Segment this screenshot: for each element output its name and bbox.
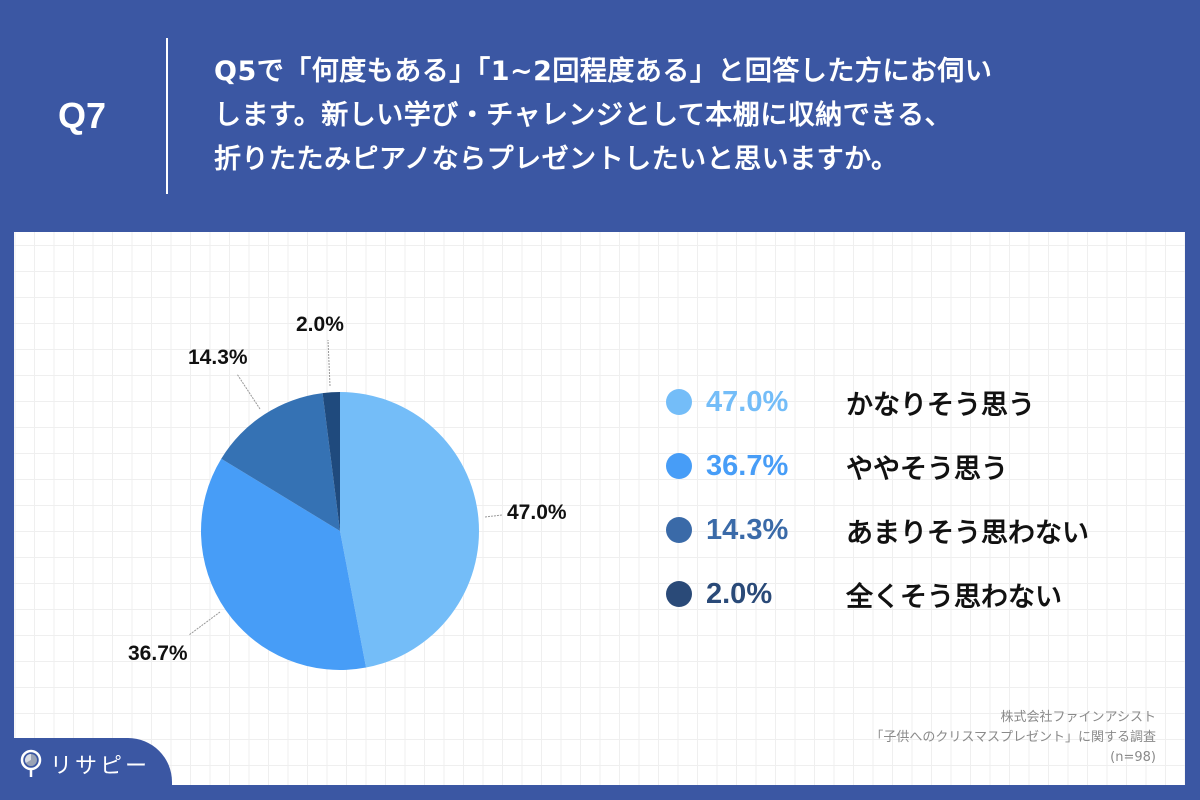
brand-logo: リサピー [20,748,150,780]
brand-name: リサピー [50,754,151,779]
pie-slice-3 [221,393,340,531]
question-number: Q7 [58,95,107,136]
legend-label: かなりそう思う [846,389,1035,421]
legend-label: ややそう思う [846,453,1008,485]
question-line: Q5で「何度もある」「1~2回程度ある」と回答した方にお伺い [214,56,993,87]
pie-label-slice-2: 36.7% [128,642,188,665]
legend-percent: 47.0% [706,385,789,418]
legend-item: 14.3% あまりそう思わない [652,498,1089,562]
legend: 47.0% かなりそう思う 36.7% ややそう思う 14.3% あまりそう思わ… [652,370,1089,626]
pie-label-slice-4: 2.0% [296,313,344,336]
source-sample-size: (n=98) [1110,750,1156,765]
source-survey: 「子供へのクリスマスプレゼント」に関する調査 [870,730,1156,745]
header: Q7 Q5で「何度もある」「1~2回程度ある」と回答した方にお伺い します。新し… [0,0,1200,232]
legend-label: あまりそう思わない [846,517,1089,549]
legend-percent: 2.0% [706,577,773,610]
source-company: 株式会社ファインアシスト [1000,710,1156,725]
pie-slice-2 [201,458,367,670]
legend-dot-icon [666,453,692,479]
leader-lines [188,339,503,636]
pie-slices [201,392,479,670]
legend-percent: 36.7% [706,449,789,482]
pie-label-slice-1: 47.0% [507,501,567,524]
legend-item: 2.0% 全くそう思わない [652,562,1062,626]
pie-label-slice-3: 14.3% [188,346,248,369]
legend-dot-icon [666,389,692,415]
source-note: 株式会社ファインアシスト 「子供へのクリスマスプレゼント」に関する調査 (n=9… [870,708,1156,768]
question-text: Q5で「何度もある」「1~2回程度ある」と回答した方にお伺い します。新しい学び… [214,50,1174,182]
question-line: します。新しい学び・チャレンジとして本棚に収納できる、 [214,100,953,131]
legend-dot-icon [666,517,692,543]
legend-dot-icon [666,581,692,607]
pie-slice-4 [322,392,340,531]
legend-label: 全くそう思わない [846,581,1062,613]
magnifier-pie-icon [20,749,42,777]
legend-item: 47.0% かなりそう思う [652,370,1035,434]
header-divider [166,38,168,194]
legend-item: 36.7% ややそう思う [652,434,1008,498]
question-line: 折りたたみピアノならプレゼントしたいと思いますか。 [214,144,899,175]
legend-percent: 14.3% [706,513,789,546]
pie-slice-1 [340,392,479,668]
